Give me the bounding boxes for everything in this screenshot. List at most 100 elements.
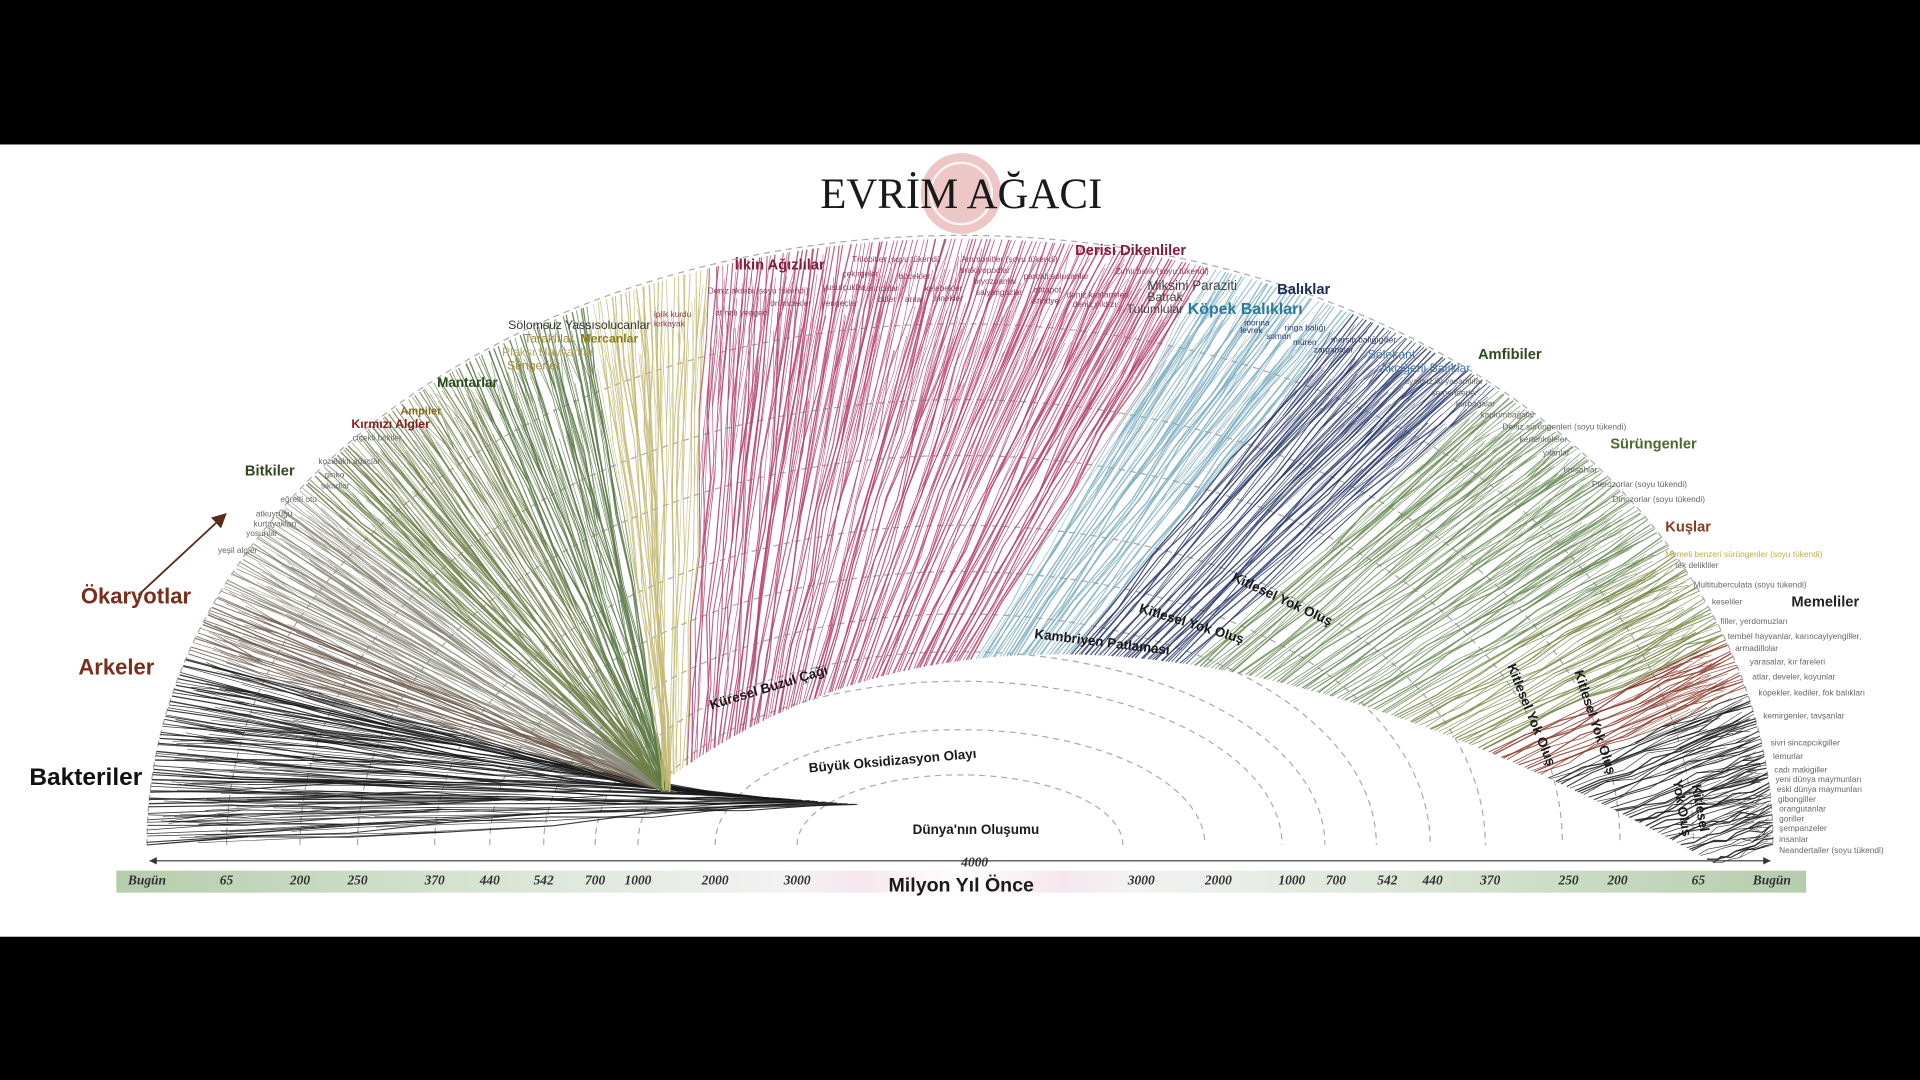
branch [710, 258, 754, 750]
twig [1211, 317, 1259, 396]
twig [281, 604, 419, 664]
twig [363, 470, 434, 548]
twig [1609, 531, 1635, 553]
twig [1518, 607, 1584, 649]
twig [1326, 324, 1355, 370]
twig [656, 302, 659, 355]
twig [776, 326, 804, 457]
branch [751, 246, 831, 727]
twig [844, 267, 877, 379]
branch [1404, 564, 1682, 720]
twig [1681, 735, 1718, 754]
branch [989, 274, 1237, 658]
twig [936, 269, 951, 305]
branch [449, 372, 667, 791]
twig [1344, 422, 1429, 498]
twig [203, 742, 499, 771]
twig [991, 298, 1083, 489]
branch [289, 501, 665, 792]
branch [1249, 435, 1561, 676]
species-label: ringa balığı [1284, 322, 1325, 332]
twig [423, 435, 442, 459]
branch [527, 331, 670, 790]
branch [925, 252, 1137, 667]
twig [435, 441, 517, 568]
twig [988, 261, 1012, 303]
twig [883, 344, 912, 438]
branch [887, 244, 1074, 676]
twig [1646, 565, 1673, 595]
branch [1002, 280, 1258, 657]
twig [214, 625, 269, 651]
twig [382, 452, 538, 637]
twig [225, 662, 323, 695]
twig [884, 260, 901, 373]
twig [699, 426, 704, 553]
branch [1625, 764, 1767, 816]
twig [288, 525, 337, 552]
branch [792, 239, 908, 707]
twig [840, 356, 860, 443]
twig [341, 560, 444, 634]
species-label: yengeçler [822, 298, 858, 308]
twig [1417, 486, 1575, 590]
twig [1528, 452, 1554, 480]
twig [1126, 361, 1173, 440]
branch [1161, 370, 1468, 662]
group-label: Kuşlar [1665, 520, 1711, 536]
twig [1332, 463, 1424, 552]
twig [479, 539, 544, 632]
twig [1242, 318, 1320, 404]
twig [393, 477, 533, 642]
group-label: Kırmızı Algler [351, 417, 430, 431]
twig [1174, 389, 1271, 505]
twig [1238, 330, 1334, 464]
species-label: kurbağalar [1456, 398, 1496, 408]
twig [1553, 633, 1635, 674]
twig [1701, 787, 1762, 811]
twig [375, 451, 410, 483]
twig [1210, 349, 1289, 454]
branch [586, 306, 666, 790]
twig [1663, 666, 1701, 679]
twig [1117, 287, 1126, 316]
axis-tick-label: Bugün [127, 873, 166, 888]
twig [1352, 440, 1486, 560]
twig [1097, 340, 1191, 493]
event-label: Dünya'nın Oluşumu [913, 822, 1040, 837]
twig [1695, 700, 1743, 727]
twig [514, 358, 532, 406]
twig [1388, 501, 1476, 577]
branch [1267, 449, 1577, 680]
species-label: tembel hayvanlar, karıncayiyengiller, [1728, 631, 1862, 641]
twig [677, 332, 685, 418]
group-label: Sölomsuz Yassısolucanlar [508, 318, 650, 332]
branch [259, 536, 662, 789]
axis-tick-label: 700 [585, 873, 605, 888]
branch [437, 379, 664, 791]
twig [385, 518, 476, 601]
twig [1621, 651, 1680, 688]
twig [1167, 294, 1181, 323]
branch [1549, 695, 1749, 780]
twig [471, 390, 549, 551]
twig [1368, 461, 1430, 508]
twig [997, 337, 1039, 428]
twig [1587, 600, 1670, 654]
branch [958, 263, 1190, 662]
twig [476, 385, 494, 426]
twig [1452, 406, 1478, 428]
twig [404, 578, 513, 663]
twig [345, 492, 425, 556]
twig [390, 503, 479, 597]
twig [1633, 627, 1668, 642]
twig [1748, 817, 1769, 832]
twig [1704, 733, 1734, 741]
twig [694, 324, 702, 413]
twig [459, 454, 526, 563]
twig [1618, 705, 1677, 730]
branch [1577, 720, 1757, 793]
twig [1082, 322, 1109, 372]
twig [1249, 433, 1330, 523]
twig [1748, 828, 1760, 831]
